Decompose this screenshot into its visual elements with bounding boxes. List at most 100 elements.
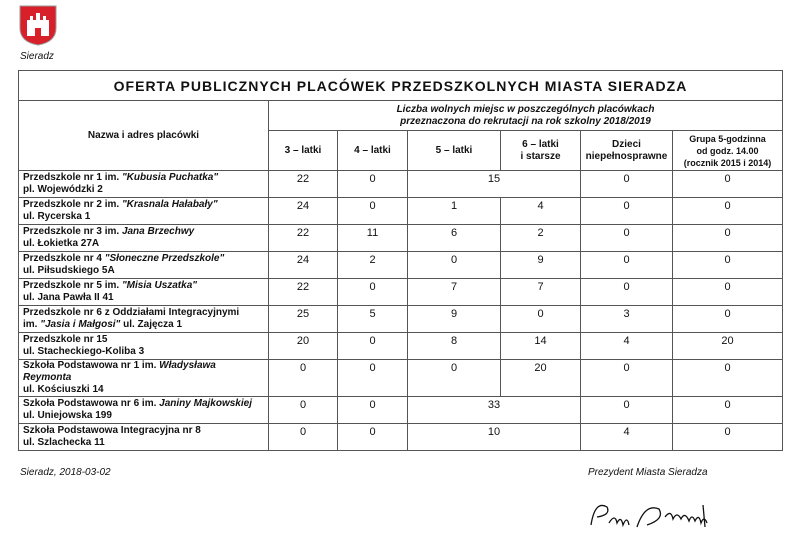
column-header: 3 – latki bbox=[268, 130, 338, 171]
seat-count: 6 bbox=[407, 224, 501, 252]
name-part: Przedszkole nr 4 bbox=[23, 253, 105, 264]
name-header: Nazwa i adres placówki bbox=[18, 100, 269, 171]
name-part: Przedszkole nr 6 z Oddziałami Integracyj… bbox=[23, 307, 240, 318]
seat-count: 0 bbox=[337, 170, 408, 198]
header-line: Liczba wolnych miejsc w poszczególnych p… bbox=[396, 103, 655, 115]
name-line: im. "Jasia i Małgosi" ul. Zajęcza 1 bbox=[23, 319, 264, 331]
name-line: Szkoła Podstawowa nr 6 im. Janiny Majkow… bbox=[23, 398, 264, 410]
seat-count: 0 bbox=[337, 396, 408, 424]
data-row: Przedszkole nr 4 "Słoneczne Przedszkole"… bbox=[18, 251, 784, 279]
facility-name: Przedszkole nr 2 im. "Krasnala Hałabały"… bbox=[18, 197, 269, 225]
column-header: 6 – latki i starsze bbox=[500, 130, 581, 171]
seat-count: 0 bbox=[580, 224, 673, 252]
seat-count: 9 bbox=[500, 251, 581, 279]
facility-name: Przedszkole nr 15 ul. Stacheckiego-Koliba… bbox=[18, 332, 269, 360]
name-part: Przedszkole nr 15 bbox=[23, 334, 108, 345]
seat-count: 0 bbox=[671, 170, 784, 198]
name-line: Przedszkole nr 5 im. "Misia Uszatka" bbox=[23, 280, 264, 292]
name-line: Przedszkole nr 2 im. "Krasnala Hałabały" bbox=[23, 199, 264, 211]
seat-count: 0 bbox=[580, 170, 673, 198]
name-part: Przedszkole nr 1 im. bbox=[23, 172, 122, 183]
data-row: Szkoła Podstawowa nr 1 im. Władysława Re… bbox=[18, 359, 784, 397]
name-line: Przedszkole nr 6 z Oddziałami Integracyj… bbox=[23, 307, 264, 319]
seat-count: 10 bbox=[407, 423, 581, 451]
name-part: ul. Rycerska 1 bbox=[23, 211, 91, 222]
name-part: ul. Piłsudskiego 5A bbox=[23, 265, 115, 276]
name-line: ul. Uniejowska 199 bbox=[23, 410, 264, 422]
name-part: Szkoła Podstawowa nr 6 im. bbox=[23, 398, 160, 409]
header-row: 3 – latki 4 – latki 5 – latki 6 – latki i st… bbox=[19, 130, 784, 171]
seat-count: 0 bbox=[337, 423, 408, 451]
name-line: Przedszkole nr 15 bbox=[23, 334, 264, 346]
seat-count: 3 bbox=[580, 305, 673, 333]
header-line: Dzieci bbox=[612, 138, 641, 150]
facility-name: Przedszkole nr 1 im. "Kubusia Puchatka" p… bbox=[18, 170, 269, 198]
header-row: Nazwa i adres placówki Liczba wolnych mie… bbox=[18, 100, 784, 171]
seat-count: 2 bbox=[337, 251, 408, 279]
name-part: Przedszkole nr 2 im. bbox=[23, 199, 122, 210]
name-part: Władysława Reymonta bbox=[23, 360, 216, 383]
header-line: (rocznik 2015 i 2014) bbox=[683, 157, 772, 168]
seat-count: 0 bbox=[337, 278, 408, 306]
name-line: Przedszkole nr 1 im. "Kubusia Puchatka" bbox=[23, 172, 264, 184]
name-line: Szkoła Podstawowa nr 1 im. Władysława Re… bbox=[23, 360, 264, 384]
seat-count: 0 bbox=[580, 278, 673, 306]
header-line: i starsze bbox=[520, 150, 561, 162]
seat-count: 0 bbox=[671, 224, 784, 252]
seat-count: 20 bbox=[500, 359, 581, 397]
name-part: ul. Łokietka 27A bbox=[23, 238, 100, 249]
name-part: Szkoła Podstawowa Integracyjna nr 8 bbox=[23, 425, 201, 436]
name-line: Szkoła Podstawowa Integracyjna nr 8 bbox=[23, 425, 264, 437]
seat-count: 5 bbox=[337, 305, 408, 333]
facility-name: Szkoła Podstawowa nr 1 im. Władysława Re… bbox=[18, 359, 269, 397]
name-part: im. bbox=[23, 319, 41, 330]
city: Sieradz bbox=[20, 51, 54, 62]
seat-count: 8 bbox=[407, 332, 501, 360]
header-line: 3 – latki bbox=[284, 144, 322, 156]
title-row: OFERTA PUBLICZNYCH PLACÓWEK PRZEDSZKOLNY… bbox=[17, 70, 784, 101]
seat-count: 7 bbox=[407, 278, 501, 306]
data-row: Szkoła Podstawowa Integracyjna nr 8 ul. S… bbox=[18, 423, 784, 451]
seat-count: 0 bbox=[407, 251, 501, 279]
table-title: OFERTA PUBLICZNYCH PLACÓWEK PRZEDSZKOLNY… bbox=[17, 70, 784, 101]
seat-count: 0 bbox=[671, 197, 784, 225]
name-part: Przedszkole nr 5 im. bbox=[23, 280, 122, 291]
seat-count: 20 bbox=[671, 332, 784, 360]
header-line: od godz. 14.00 bbox=[696, 145, 759, 156]
seat-count: 4 bbox=[580, 332, 673, 360]
name-line: ul. Piłsudskiego 5A bbox=[23, 265, 264, 277]
name-part: ul. Jana Pawła II 41 bbox=[23, 292, 114, 303]
name-part: "Jasia i Małgosi" bbox=[40, 319, 121, 330]
seat-count: 15 bbox=[407, 170, 581, 198]
seat-count: 24 bbox=[268, 197, 338, 225]
seat-count: 24 bbox=[268, 251, 338, 279]
data-row: Przedszkole nr 2 im. "Krasnala Hałabały"… bbox=[18, 197, 784, 225]
signature bbox=[590, 504, 708, 528]
header-line: 4 – latki bbox=[354, 144, 391, 156]
facility-name: Szkoła Podstawowa nr 6 im. Janiny Majkow… bbox=[18, 396, 269, 424]
seat-count: 0 bbox=[671, 251, 784, 279]
name-part: ul. Zajęcza 1 bbox=[120, 319, 183, 330]
name-line: Przedszkole nr 3 im. Jana Brzechwy bbox=[23, 226, 264, 238]
name-part: Janiny Majkowskiej bbox=[159, 398, 252, 409]
seat-count: 22 bbox=[268, 170, 338, 198]
name-line: pl. Wojewódzki 2 bbox=[23, 184, 264, 196]
name-line: ul. Łokietka 27A bbox=[23, 238, 264, 250]
name-line: ul. Stacheckiego-Koliba 3 bbox=[23, 346, 264, 358]
seat-count: 0 bbox=[268, 396, 338, 424]
header-line: 5 – latki bbox=[435, 144, 473, 156]
seat-count: 0 bbox=[580, 359, 673, 397]
seat-count: 0 bbox=[268, 423, 338, 451]
signer: Prezydent Miasta Sieradza bbox=[588, 467, 708, 478]
data-row: Przedszkole nr 5 im. "Misia Uszatka" ul. … bbox=[18, 278, 784, 306]
name-part: "Misia Uszatka" bbox=[121, 280, 198, 291]
name-part: ul. Uniejowska 199 bbox=[23, 410, 112, 421]
column-header: Dzieci niepełnosprawne bbox=[580, 130, 673, 171]
seat-count: 0 bbox=[268, 359, 338, 397]
name-line: Przedszkole nr 4 "Słoneczne Przedszkole" bbox=[23, 253, 264, 265]
name-part: pl. Wojewódzki 2 bbox=[23, 184, 103, 195]
header-line: Grupa 5-godzinna bbox=[689, 133, 766, 144]
name-line: ul. Szlachecka 11 bbox=[23, 437, 264, 449]
name-part: Szkoła Podstawowa nr 1 im. bbox=[23, 360, 160, 371]
